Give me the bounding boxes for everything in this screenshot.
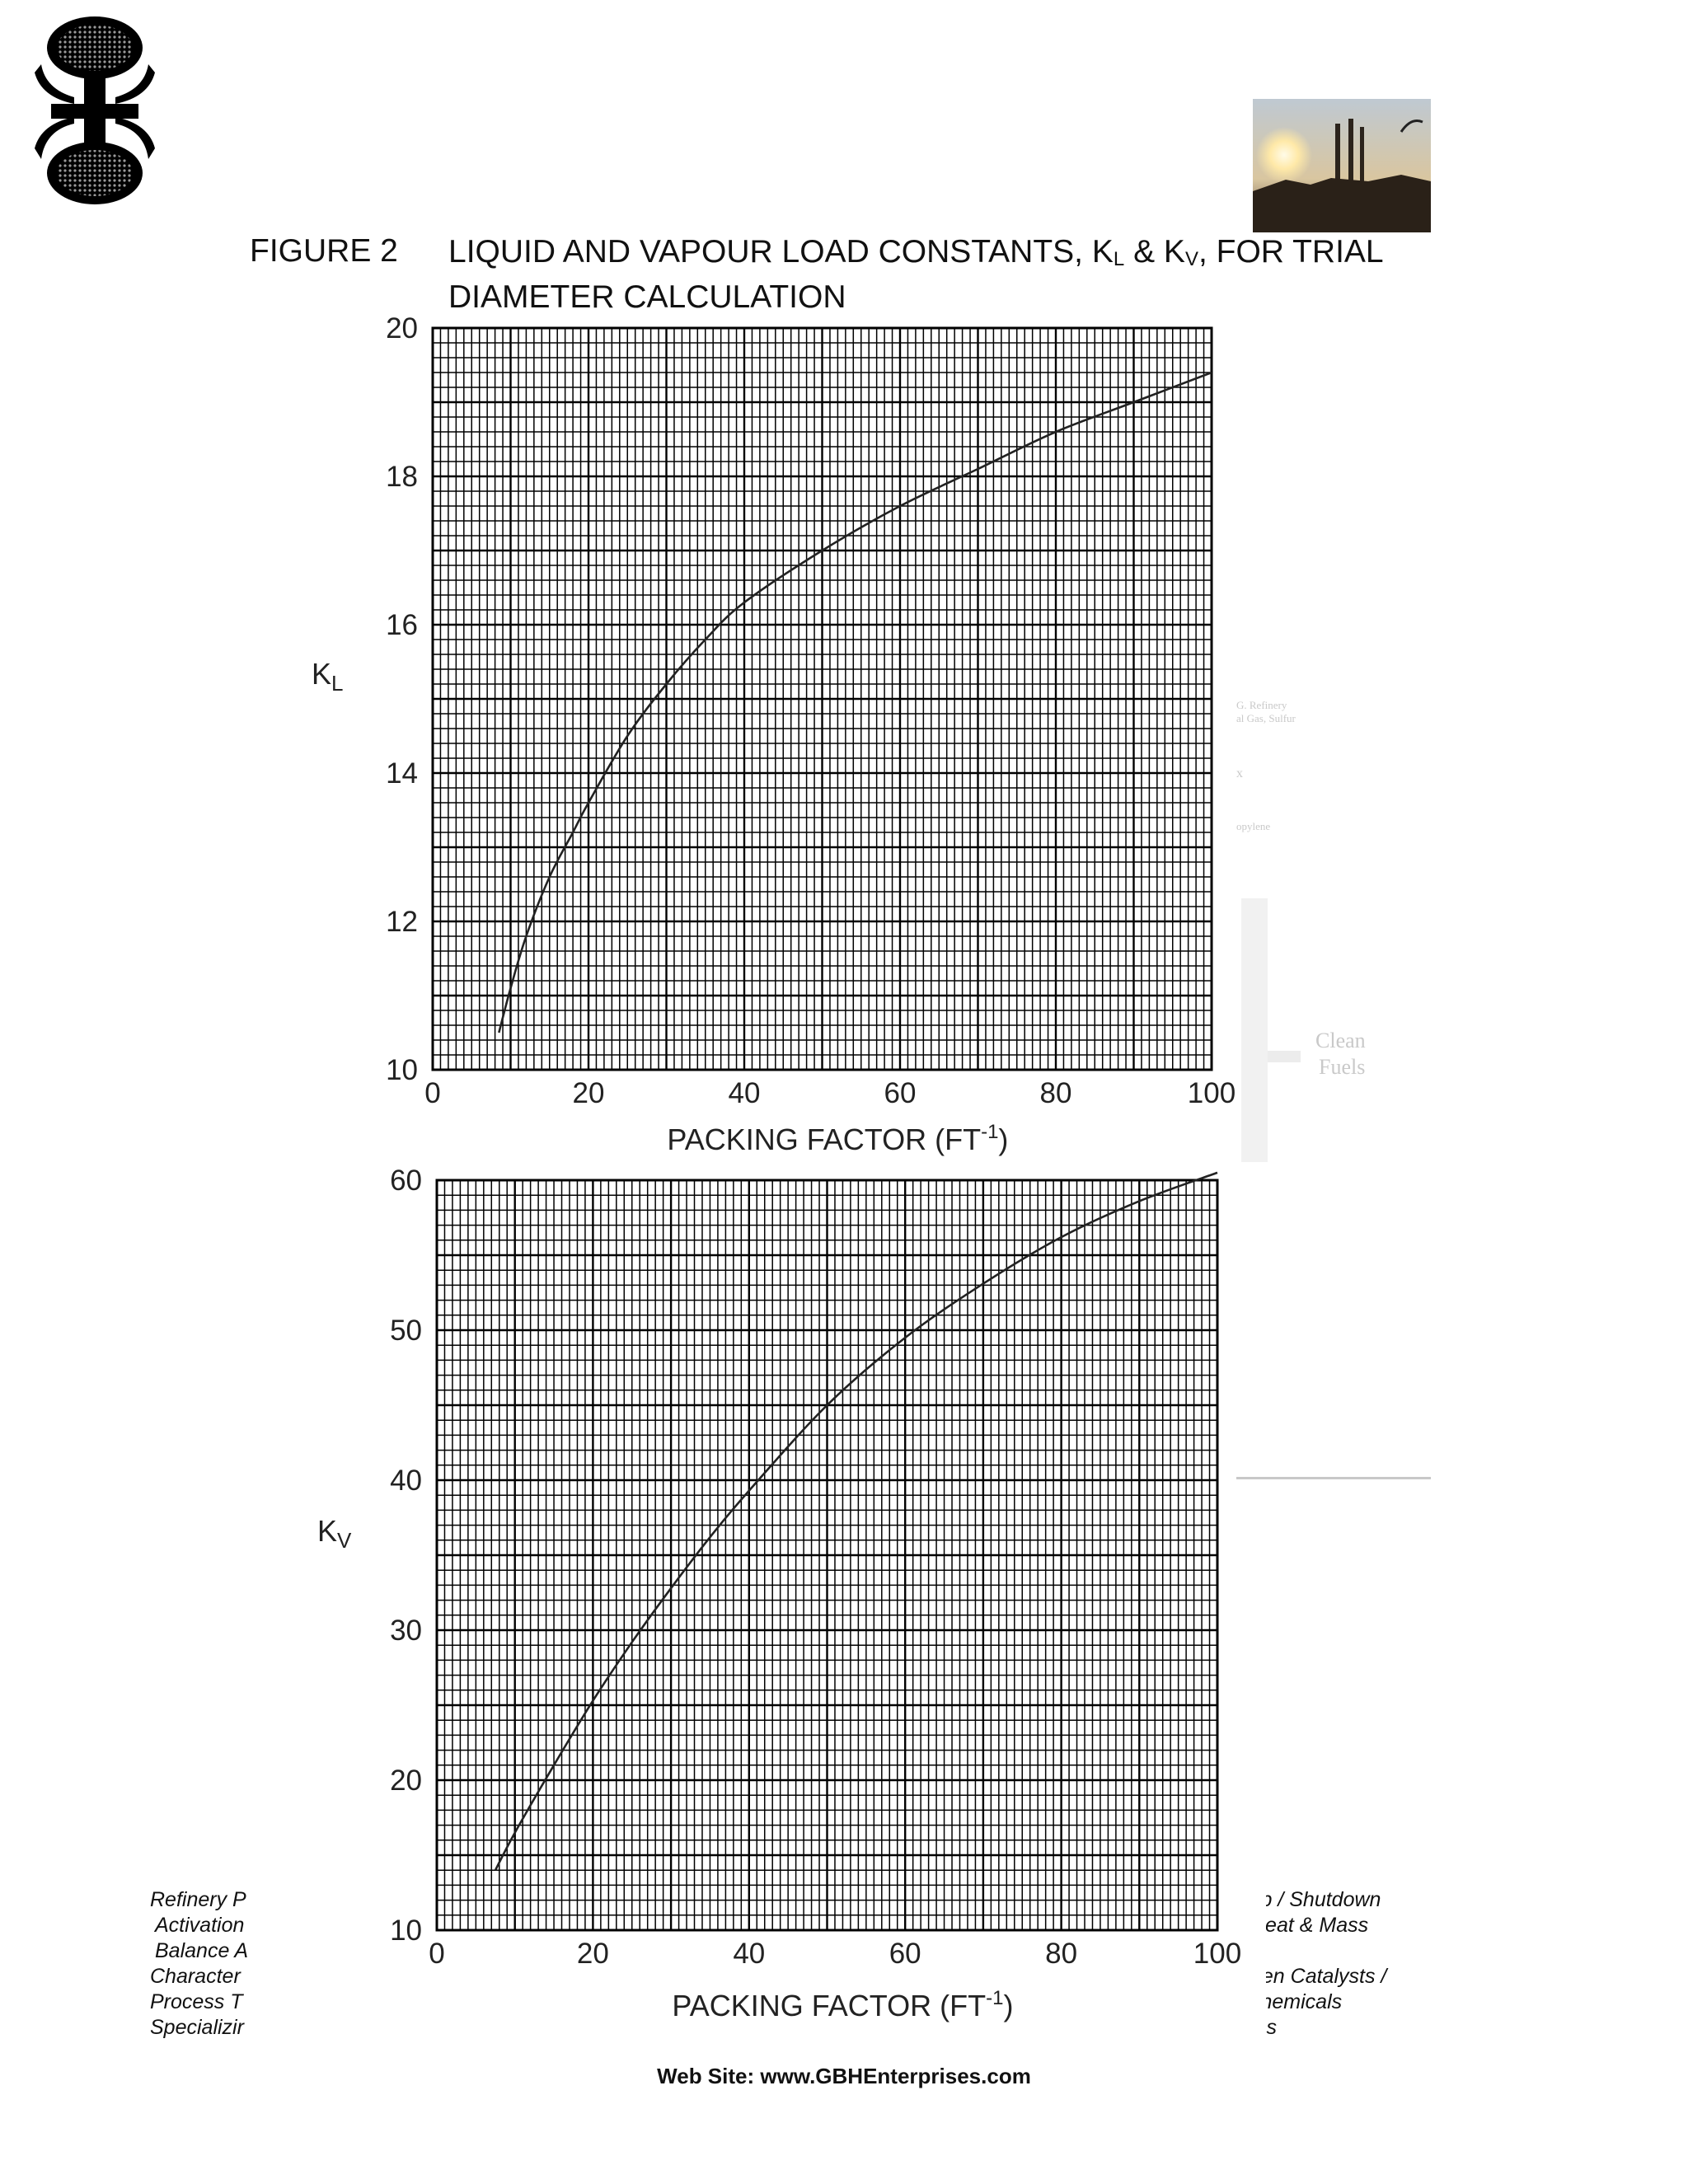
x-axis-label-main: PACKING FACTOR (FT (672, 1989, 986, 2022)
footer-left-line: Character (150, 1965, 241, 1988)
faded-text-refinery: G. Refinery (1236, 699, 1287, 711)
footer-right-line: Heat & Mass (1250, 1914, 1369, 1937)
y-tick-label: 30 (390, 1615, 422, 1647)
footer-left-line: Process T (150, 1990, 243, 2013)
grid-horizontal (437, 1179, 1217, 1932)
faded-text-clean: Clean (1315, 1029, 1366, 1052)
y-tick-label: 20 (386, 312, 418, 344)
plot-frame (431, 326, 1213, 1071)
footer-left-line: Balance A (155, 1939, 249, 1962)
website-link[interactable]: Web Site: www.GBHEnterprises.com (657, 2064, 1031, 2088)
x-axis-label: PACKING FACTOR (FT-1) (672, 1987, 1013, 2022)
footer-left-line: Activation (155, 1914, 245, 1937)
x-tick-label: 0 (424, 1077, 440, 1109)
y-axis-label-sub: V (337, 1528, 352, 1553)
x-tick-label: 40 (733, 1938, 765, 1970)
grid-horizontal (433, 326, 1212, 1071)
faded-rule (1236, 1477, 1431, 1479)
y-axis-label-sub: L (331, 671, 343, 696)
y-tick-label: 12 (386, 906, 418, 938)
faded-text-gas: al Gas, Sulfur (1236, 712, 1296, 724)
y-tick-label: 10 (390, 1915, 422, 1947)
x-tick-label: 0 (429, 1938, 444, 1970)
y-tick-label: 50 (390, 1315, 422, 1347)
x-tick-label: 60 (884, 1077, 917, 1109)
figure-title: LIQUID AND VAPOUR LOAD CONSTANTS, KL & K… (448, 234, 1384, 315)
faded-column-shape (1241, 898, 1268, 1162)
x-axis-label-main: PACKING FACTOR (FT (667, 1122, 981, 1156)
series-line (498, 371, 1212, 1033)
footer-left: Refinery P Activation Balance A Characte… (150, 1887, 414, 2041)
refinery-photo (1253, 99, 1431, 232)
y-tick-label: 18 (386, 461, 418, 493)
x-axis-label: PACKING FACTOR (FT-1) (667, 1121, 1008, 1156)
x-axis-label-sup: -1 (986, 1987, 1003, 2009)
x-tick-label: 80 (1040, 1077, 1072, 1109)
footer-right-line: Jp / Shutdown (1250, 1888, 1381, 1911)
footer-left-line: Refinery P (150, 1888, 246, 1911)
x-tick-label: 20 (577, 1938, 609, 1970)
chart-kl: 0 20 40 60 80 100 10 12 14 16 18 20 KL PACKING FACTOR… (312, 312, 1236, 1156)
footer-left-line: Specializir (150, 2016, 244, 2039)
series-line (494, 1171, 1218, 1871)
y-tick-label: 20 (390, 1765, 422, 1797)
x-tick-label: 80 (1045, 1938, 1077, 1970)
y-tick-label: 60 (390, 1165, 422, 1197)
footer-block: Refinery P Activation Balance A Characte… (150, 1887, 1432, 2039)
x-tick-label: 100 (1188, 1077, 1236, 1109)
plot-frame (435, 1179, 1219, 1932)
faded-text-x: x (1236, 766, 1243, 780)
x-axis-label-sup: -1 (981, 1121, 998, 1143)
footer-right: Jp / Shutdown Heat & Mass e gen Catalyst… (1250, 1887, 1432, 2041)
faded-text-propylene: opylene (1236, 820, 1271, 832)
x-axis-label-end: ) (998, 1122, 1008, 1156)
footer-right-line: gen Catalysts / (1250, 1965, 1387, 1988)
faded-text-fuels: Fuels (1319, 1055, 1366, 1079)
gbh-logo-icon (35, 16, 155, 204)
chart-kv: 0 20 40 60 80 100 10 20 30 40 50 60 KV PACKING FACTOR… (317, 1165, 1241, 2022)
y-tick-label: 40 (390, 1465, 422, 1497)
figure-number: FIGURE 2 (250, 233, 398, 269)
y-axis-label: KL (312, 657, 343, 696)
x-tick-label: 20 (573, 1077, 605, 1109)
x-tick-label: 60 (889, 1938, 921, 1970)
x-tick-label: 40 (729, 1077, 761, 1109)
y-tick-label: 10 (386, 1054, 418, 1086)
y-tick-label: 14 (386, 757, 418, 790)
y-axis-label: KV (317, 1514, 352, 1553)
x-axis-label-end: ) (1003, 1989, 1013, 2022)
faded-arrow-shape (1268, 1051, 1301, 1062)
x-tick-label: 100 (1193, 1938, 1241, 1970)
y-tick-label: 16 (386, 609, 418, 641)
